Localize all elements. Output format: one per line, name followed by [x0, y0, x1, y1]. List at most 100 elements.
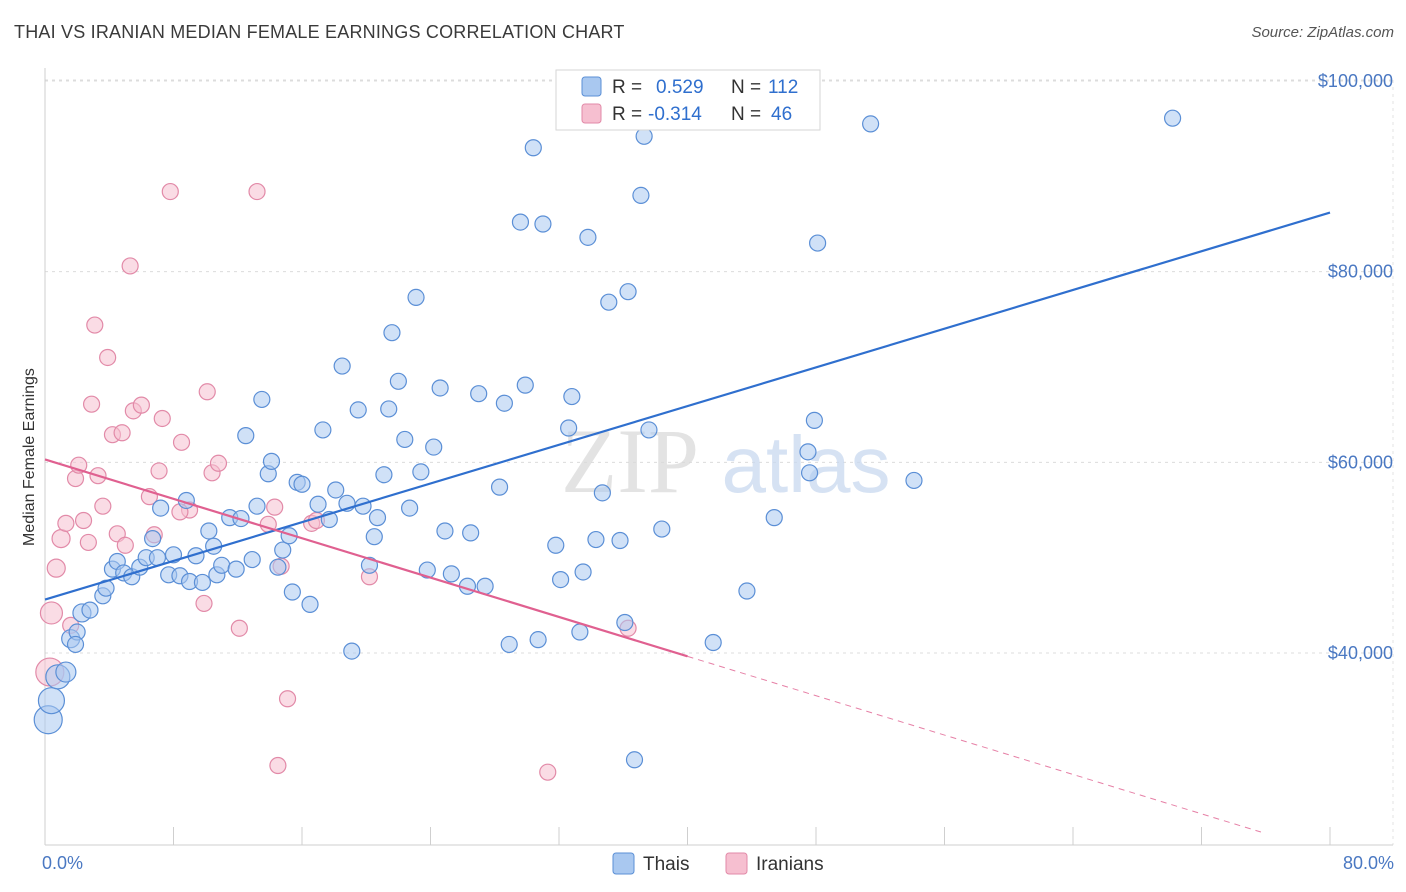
thai-point — [269, 558, 287, 576]
thai-point — [442, 565, 460, 583]
thai-point — [431, 379, 449, 397]
bottom-legend-swatch-thai — [612, 852, 635, 875]
x-tick-label: 0.0% — [42, 853, 83, 873]
iranian-point — [51, 528, 71, 549]
x-tick-label: 80.0% — [1343, 853, 1394, 873]
thai-point — [436, 522, 454, 540]
thai-point — [425, 438, 443, 456]
bottom-legend-label-iran: Iranians — [756, 854, 824, 875]
thai-point — [587, 530, 605, 549]
thai-point — [1163, 109, 1182, 127]
thai-point — [704, 633, 722, 652]
thai-point — [152, 499, 170, 517]
thai-point — [418, 561, 436, 579]
axes — [44, 68, 1393, 846]
iranian-point — [266, 498, 284, 516]
thai-point — [237, 427, 255, 445]
iran-trend-line — [44, 458, 688, 658]
thai-point — [470, 385, 488, 403]
legend: R = 0.529 N = 112 R = -0.314 N = 46 — [555, 69, 821, 131]
y-tick-label: $80,000 — [1328, 262, 1393, 282]
thai-point — [327, 481, 345, 499]
thai-point — [293, 475, 311, 493]
iranian-point — [82, 395, 101, 413]
thai-point — [611, 531, 629, 550]
thai-point — [368, 509, 387, 527]
iranian-point — [278, 690, 297, 708]
thai-point — [616, 613, 634, 632]
x-tick-labels: 0.0% 80.0% — [42, 853, 1394, 873]
legend-r-value-iran: -0.314 — [648, 104, 702, 125]
data-points — [33, 109, 1182, 781]
thai-point — [574, 563, 592, 581]
iranian-point — [248, 182, 266, 201]
iranian-point — [74, 511, 93, 530]
thai-point — [524, 139, 542, 157]
legend-n-label-iran: N = — [731, 104, 761, 125]
legend-n-label-thai: N = — [731, 77, 761, 98]
thai-point — [547, 536, 565, 554]
thai-point — [262, 452, 281, 470]
watermark-atlas: atlas — [722, 420, 891, 509]
iranian-point — [121, 257, 139, 275]
iranian-point — [195, 594, 213, 613]
iranian-point — [230, 619, 248, 637]
thai-trend-line — [44, 211, 1331, 601]
thai-point — [800, 464, 819, 482]
thai-point — [632, 186, 650, 204]
y-tick-label: $100,000 — [1318, 71, 1393, 91]
iranian-point — [153, 409, 171, 428]
thai-point — [253, 390, 271, 409]
thai-point — [490, 478, 509, 496]
thai-point — [805, 411, 823, 429]
legend-r-value-thai: 0.529 — [656, 77, 704, 98]
iranian-point — [150, 462, 168, 480]
legend-r-label-iran: R = — [612, 104, 642, 125]
thai-point — [799, 443, 817, 461]
watermark: ZIP atlas — [561, 410, 890, 512]
thai-point — [560, 419, 578, 437]
thai-point — [495, 394, 513, 412]
bottom-legend-swatch-iran — [725, 852, 748, 875]
thai-point — [333, 357, 351, 375]
thai-point — [462, 524, 480, 542]
source-label: Source: ZipAtlas.com — [1251, 24, 1394, 41]
iranian-point — [172, 433, 191, 451]
thai-point — [274, 541, 292, 559]
legend-r-label-thai: R = — [612, 77, 642, 98]
thai-point — [349, 401, 367, 419]
thai-point — [635, 127, 653, 145]
thai-point — [571, 623, 589, 641]
thai-point — [593, 484, 611, 502]
thai-point — [625, 751, 644, 769]
iranian-point — [86, 316, 104, 334]
thai-point — [243, 550, 261, 569]
thai-point — [511, 213, 530, 231]
thai-point — [534, 215, 552, 233]
thai-point — [81, 601, 99, 619]
thai-point — [283, 583, 301, 601]
iranian-point — [198, 383, 216, 401]
thai-point — [383, 324, 401, 342]
legend-swatch-iran — [581, 103, 602, 124]
thai-point — [653, 520, 671, 538]
thai-point — [401, 499, 419, 517]
iranian-point — [161, 182, 179, 201]
thai-point — [66, 635, 85, 654]
trend-lines — [44, 211, 1331, 833]
bottom-legend: Thais Iranians — [612, 852, 824, 875]
iranian-point — [79, 533, 97, 552]
thai-point — [905, 471, 923, 490]
y-tick-label: $60,000 — [1328, 452, 1393, 472]
thai-point — [579, 228, 597, 246]
legend-n-value-iran: 46 — [771, 104, 792, 125]
thai-point — [563, 387, 581, 406]
iranian-point — [39, 601, 64, 625]
thai-point — [862, 115, 880, 133]
thai-point — [375, 466, 393, 484]
iranian-point — [113, 424, 131, 442]
thai-point — [200, 522, 218, 540]
thai-point — [213, 556, 231, 574]
iranian-point — [116, 536, 134, 554]
thai-point — [529, 631, 547, 649]
